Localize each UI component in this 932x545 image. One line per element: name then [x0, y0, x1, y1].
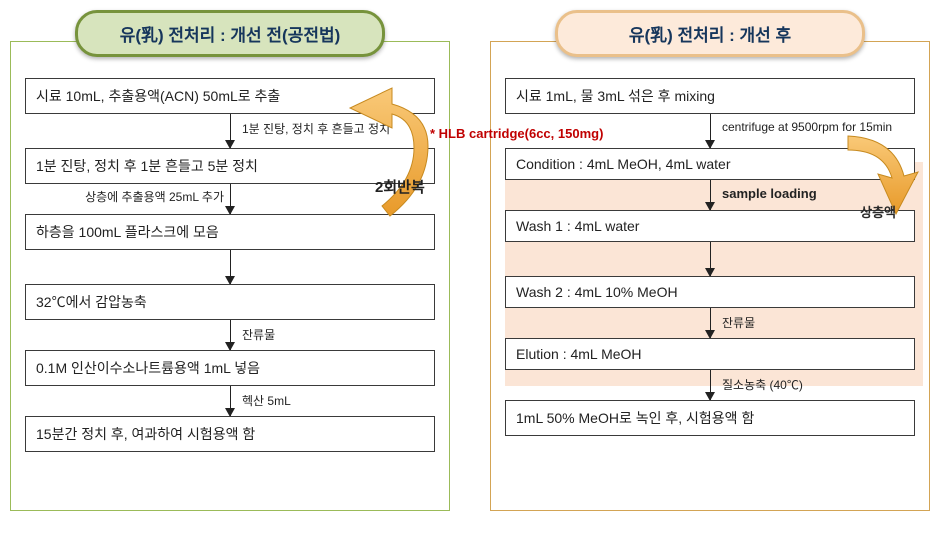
repeat-label: 2회반복	[375, 176, 425, 197]
arrow	[505, 242, 915, 276]
arrow-label: 잔류물	[722, 314, 755, 331]
arrow: 헥산 5mL	[25, 386, 435, 416]
right-step-5: Elution : 4mL MeOH	[505, 338, 915, 370]
arrow-label: 잔류물	[242, 326, 275, 343]
right-step-4: Wash 2 : 4mL 10% MeOH	[505, 276, 915, 308]
arrow: 잔류물	[505, 308, 915, 338]
right-frame: 시료 1mL, 물 3mL 섞은 후 mixing centrifuge at …	[490, 41, 930, 511]
upper-layer-label: 상층에 추출용액 25mL 추가	[85, 188, 224, 205]
arrow-label: 질소농축 (40℃)	[722, 376, 803, 393]
supernatant-curve-arrow-icon	[838, 128, 928, 238]
left-step-6: 15분간 정치 후, 여과하여 시험용액 함	[25, 416, 435, 452]
right-header: 유(乳) 전처리 : 개선 후	[555, 10, 865, 57]
arrow	[25, 250, 435, 284]
right-step-6: 1mL 50% MeOH로 녹인 후, 시험용액 함	[505, 400, 915, 436]
repeat-curve-arrow-icon	[320, 86, 440, 226]
arrow-label: 헥산 5mL	[242, 392, 291, 409]
right-step-1: 시료 1mL, 물 3mL 섞은 후 mixing	[505, 78, 915, 114]
hlb-cartridge-note: * HLB cartridge(6cc, 150mg)	[430, 126, 603, 141]
left-step-5: 0.1M 인산이수소나트륨용액 1mL 넣음	[25, 350, 435, 386]
arrow: 질소농축 (40℃)	[505, 370, 915, 400]
left-header: 유(乳) 전처리 : 개선 전(공전법)	[75, 10, 385, 57]
right-flow: 유(乳) 전처리 : 개선 후 시료 1mL, 물 3mL 섞은 후 mixin…	[490, 10, 930, 511]
supernatant-label: 상층액	[860, 202, 896, 221]
left-step-4: 32℃에서 감압농축	[25, 284, 435, 320]
sample-loading-label: sample loading	[722, 186, 817, 201]
arrow: 잔류물	[25, 320, 435, 350]
